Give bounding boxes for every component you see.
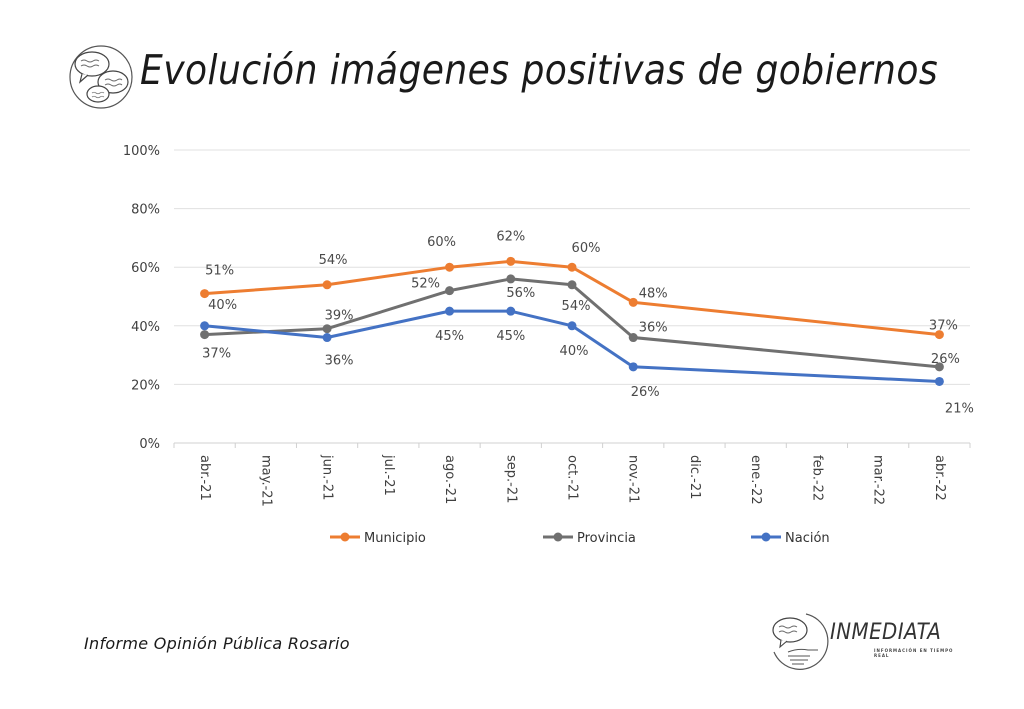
data-point (445, 306, 455, 316)
x-tick-label: ene.-22 (748, 455, 763, 505)
x-tick-label: may.-21 (258, 455, 273, 507)
data-point (628, 333, 638, 343)
x-tick-label: dic.-21 (687, 455, 702, 499)
hand-speech-bubble-icon (772, 613, 829, 670)
data-label: 62% (496, 229, 525, 244)
legend-label: Nación (785, 531, 830, 546)
y-axis-ticks: 0% 20% 40% 60% 80% 100% (123, 144, 160, 452)
legend-label: Municipio (364, 531, 426, 546)
data-point (628, 297, 638, 307)
x-tick-label: jun.-21 (320, 454, 335, 500)
data-point (322, 324, 332, 334)
gridlines (174, 149, 970, 444)
data-point (628, 362, 638, 372)
data-point (506, 306, 516, 316)
brand-name: INMEDIATA (830, 620, 942, 645)
legend: Municipio Provincia Nación (330, 531, 830, 546)
data-label: 54% (319, 253, 348, 268)
data-label: 40% (208, 298, 237, 313)
y-tick-label: 100% (123, 144, 160, 159)
data-point (934, 362, 944, 372)
data-label: 52% (411, 277, 440, 292)
data-label: 48% (639, 286, 668, 301)
brand-tagline: INFORMACIÓN EN TIEMPO REAL (874, 648, 954, 658)
x-tick-label: nov.-21 (626, 455, 641, 503)
y-tick-label: 20% (131, 378, 160, 393)
x-tick-label: feb.-22 (809, 455, 824, 501)
data-label: 21% (945, 401, 974, 416)
data-label: 26% (631, 385, 660, 400)
data-point (322, 333, 332, 343)
data-label: 45% (435, 329, 464, 344)
brand-logo: INMEDIATA INFORMACIÓN EN TIEMPO REAL (766, 608, 966, 672)
data-point (445, 286, 455, 296)
data-point (200, 289, 210, 299)
data-label: 40% (560, 344, 589, 359)
data-point (934, 330, 944, 340)
legend-marker (340, 532, 350, 542)
data-label: 51% (205, 264, 234, 279)
x-tick-label: mar.-22 (871, 455, 886, 505)
data-point (567, 262, 577, 272)
data-label: 26% (931, 352, 960, 367)
x-axis: abr.-21 may.-21 jun.-21 jul.-21 ago.-21 sep.-… (173, 443, 971, 507)
data-label: 60% (427, 235, 456, 250)
line-chart: 0% 20% 40% 60% 80% 100% abr.-21 may.-21 jun.-21… (123, 144, 974, 546)
series-lines (200, 256, 944, 386)
x-tick-label: sep.-21 (503, 455, 518, 503)
x-tick-label: jul.-21 (381, 454, 396, 496)
x-tick-label: oct.-21 (565, 455, 580, 501)
legend-label: Provincia (577, 531, 636, 546)
y-tick-label: 40% (131, 320, 160, 335)
y-tick-label: 80% (131, 203, 160, 218)
data-label: 56% (506, 286, 535, 301)
page-title: Evolución imágenes positivas de gobierno… (140, 46, 939, 94)
data-point (506, 274, 516, 284)
x-tick-label: abr.-21 (197, 455, 212, 501)
legend-marker (553, 532, 563, 542)
data-point (200, 321, 210, 331)
data-labels: 51% 54% 60% 62% 60% 48% 37% 37% 39% 52% 56% 54% 36% 2… (202, 229, 974, 416)
data-label: 37% (929, 319, 958, 334)
data-label: 54% (562, 299, 591, 314)
y-tick-label: 0% (139, 437, 160, 452)
data-label: 37% (202, 347, 231, 362)
data-label: 45% (496, 329, 525, 344)
data-label: 39% (325, 309, 354, 324)
x-tick-label: abr.-22 (932, 455, 947, 501)
y-tick-label: 60% (131, 261, 160, 276)
data-point (567, 280, 577, 290)
data-label: 36% (639, 321, 668, 336)
data-point (200, 330, 210, 340)
data-label: 60% (572, 241, 601, 256)
data-point (934, 376, 944, 386)
data-point (445, 262, 455, 272)
report-name: Informe Opinión Pública Rosario (84, 634, 350, 653)
legend-marker (761, 532, 771, 542)
speech-bubbles-icon (69, 45, 133, 109)
x-tick-label: ago.-21 (442, 455, 457, 504)
data-point (506, 256, 516, 266)
data-point (567, 321, 577, 331)
data-point (322, 280, 332, 290)
data-label: 36% (325, 354, 354, 369)
